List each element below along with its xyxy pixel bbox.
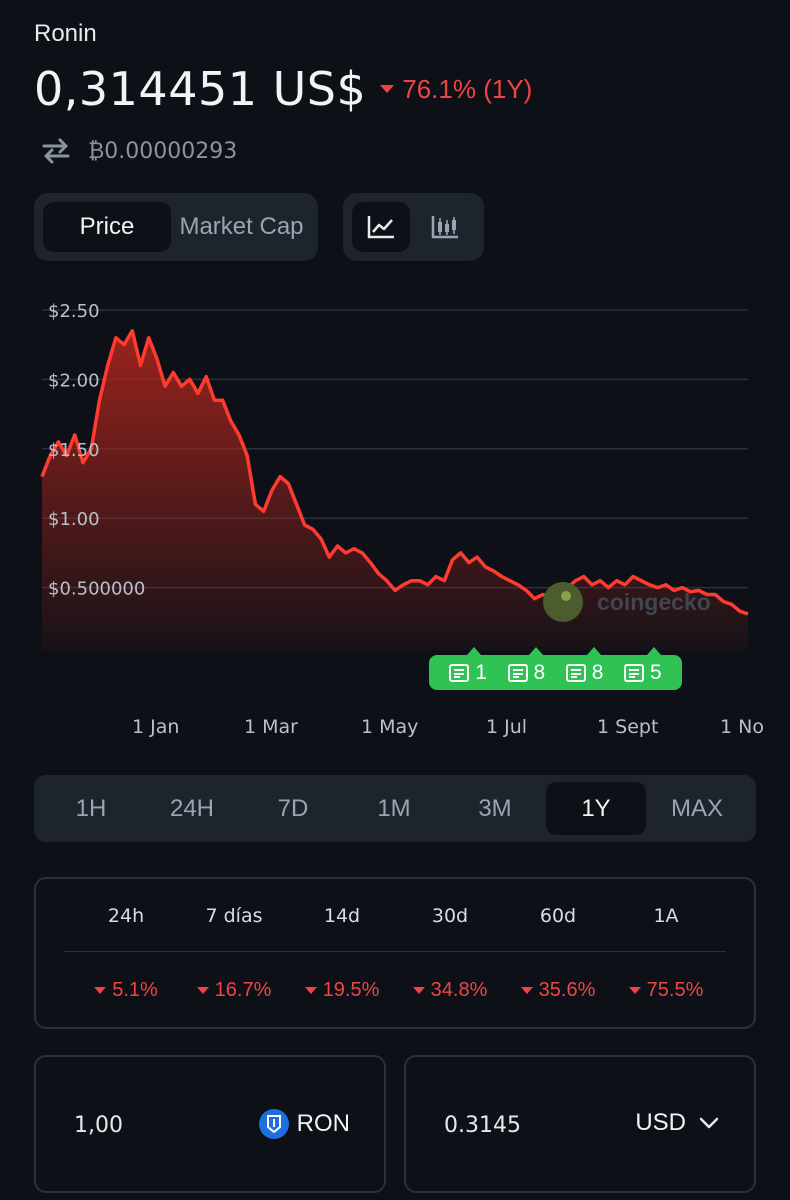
current-price: 0,314451 US$ (34, 62, 367, 116)
currency-dropdown[interactable]: USD (635, 1109, 720, 1137)
candlestick-button[interactable] (416, 202, 474, 252)
perf-value: 16.7% (179, 979, 289, 1002)
newspaper-icon (449, 663, 470, 682)
x-tick-label: 1 No (720, 716, 764, 738)
chevron-down-icon (699, 1117, 719, 1129)
range-1m[interactable]: 1M (377, 794, 411, 822)
perf-header: 24h (107, 905, 145, 927)
x-tick-label: 1 May (361, 716, 419, 738)
down-triangle-icon (304, 987, 317, 994)
perf-value: 75.5% (611, 979, 721, 1002)
down-triangle-icon (520, 987, 533, 994)
range-1h[interactable]: 1H (75, 794, 107, 822)
converter-from-input[interactable]: 1,00 (74, 1113, 123, 1138)
range-7d[interactable]: 7D (277, 794, 309, 822)
x-tick-label: 1 Jan (132, 716, 180, 738)
price-change: 76.1% (1Y) (380, 74, 532, 105)
news-count: 5 (650, 660, 662, 684)
down-triangle-icon (628, 987, 641, 994)
converter-from[interactable]: 1,00 RON (34, 1055, 386, 1193)
perf-value: 34.8% (395, 979, 505, 1002)
y-tick-label: $1.00 (48, 509, 100, 530)
news-count: 1 (475, 660, 487, 684)
line-chart-icon (367, 216, 394, 239)
coingecko-logo (543, 582, 583, 622)
metric-toggle: Price Market Cap (34, 193, 318, 261)
watermark-text: coingecko (597, 588, 711, 615)
btc-price-row: ₿0.00000293 (42, 138, 237, 164)
down-triangle-icon (412, 987, 425, 994)
x-tick-label: 1 Mar (244, 716, 298, 738)
range-24h[interactable]: 24H (169, 794, 215, 822)
range-3m[interactable]: 3M (478, 794, 512, 822)
x-tick-label: 1 Sept (597, 716, 659, 738)
converter-to[interactable]: 0.3145 USD (404, 1055, 756, 1193)
perf-header: 7 días (205, 905, 263, 927)
price-line (40, 329, 749, 616)
tab-price[interactable]: Price (43, 202, 171, 252)
y-tick-label: $2.00 (48, 370, 100, 391)
y-tick-label: $1.50 (48, 440, 100, 461)
perf-header: 1A (653, 905, 679, 927)
chart-view-toggle (343, 193, 484, 261)
news-count: 8 (591, 660, 604, 684)
coin-name: Ronin (34, 20, 97, 47)
news-count: 8 (533, 660, 546, 684)
performance-table: 24h 7 días 14d 30d 60d 1A 5.1% 16.7% 19.… (34, 877, 756, 1029)
range-max[interactable]: MAX (670, 794, 723, 822)
ronin-logo-icon (258, 1109, 289, 1139)
currency-code: RON (296, 1110, 350, 1137)
perf-value: 35.6% (503, 979, 613, 1002)
candlestick-icon (431, 216, 458, 239)
divider (64, 951, 726, 952)
news-marker[interactable]: 1 (449, 661, 487, 685)
news-marker[interactable]: 8 (507, 660, 546, 685)
price-area-fill (42, 330, 748, 650)
converter-from-currency: RON (258, 1109, 350, 1139)
y-tick-label: $2.50 (48, 301, 100, 322)
range-1y[interactable]: 1Y (546, 782, 646, 835)
converter-to-output[interactable]: 0.3145 (444, 1113, 521, 1138)
tab-market-cap[interactable]: Market Cap (179, 213, 304, 240)
perf-header: 30d (431, 905, 469, 927)
news-marker[interactable]: 5 (624, 661, 662, 685)
line-chart-button[interactable] (352, 202, 410, 252)
newspaper-icon (507, 663, 528, 682)
price-chart[interactable]: $2.50 $2.00 $1.50 $1.00 $0.500000 (0, 290, 790, 650)
newspaper-icon (565, 663, 586, 682)
coingecko-watermark: coingecko (543, 582, 711, 622)
perf-value: 19.5% (287, 979, 397, 1002)
btc-price: ₿0.00000293 (88, 139, 238, 164)
news-marker[interactable]: 8 (565, 660, 604, 685)
price-row: 0,314451 US$ 76.1% (1Y) (34, 62, 532, 116)
price-change-value: 76.1% (1Y) (402, 73, 533, 104)
newspaper-icon (624, 663, 645, 682)
down-triangle-icon (196, 987, 209, 994)
down-triangle-icon (380, 85, 395, 93)
y-tick-label: $0.500000 (48, 579, 145, 600)
news-markers[interactable]: 1 8 8 5 (429, 647, 682, 690)
perf-header: 14d (323, 905, 361, 927)
swap-arrows-icon[interactable] (42, 138, 70, 164)
x-tick-label: 1 Jul (486, 716, 528, 738)
perf-header: 60d (539, 905, 577, 927)
currency-code: USD (635, 1109, 686, 1136)
down-triangle-icon (94, 987, 107, 994)
perf-value: 5.1% (71, 979, 181, 1002)
time-range-selector: 1H 24H 7D 1M 3M 1Y MAX (34, 775, 756, 842)
